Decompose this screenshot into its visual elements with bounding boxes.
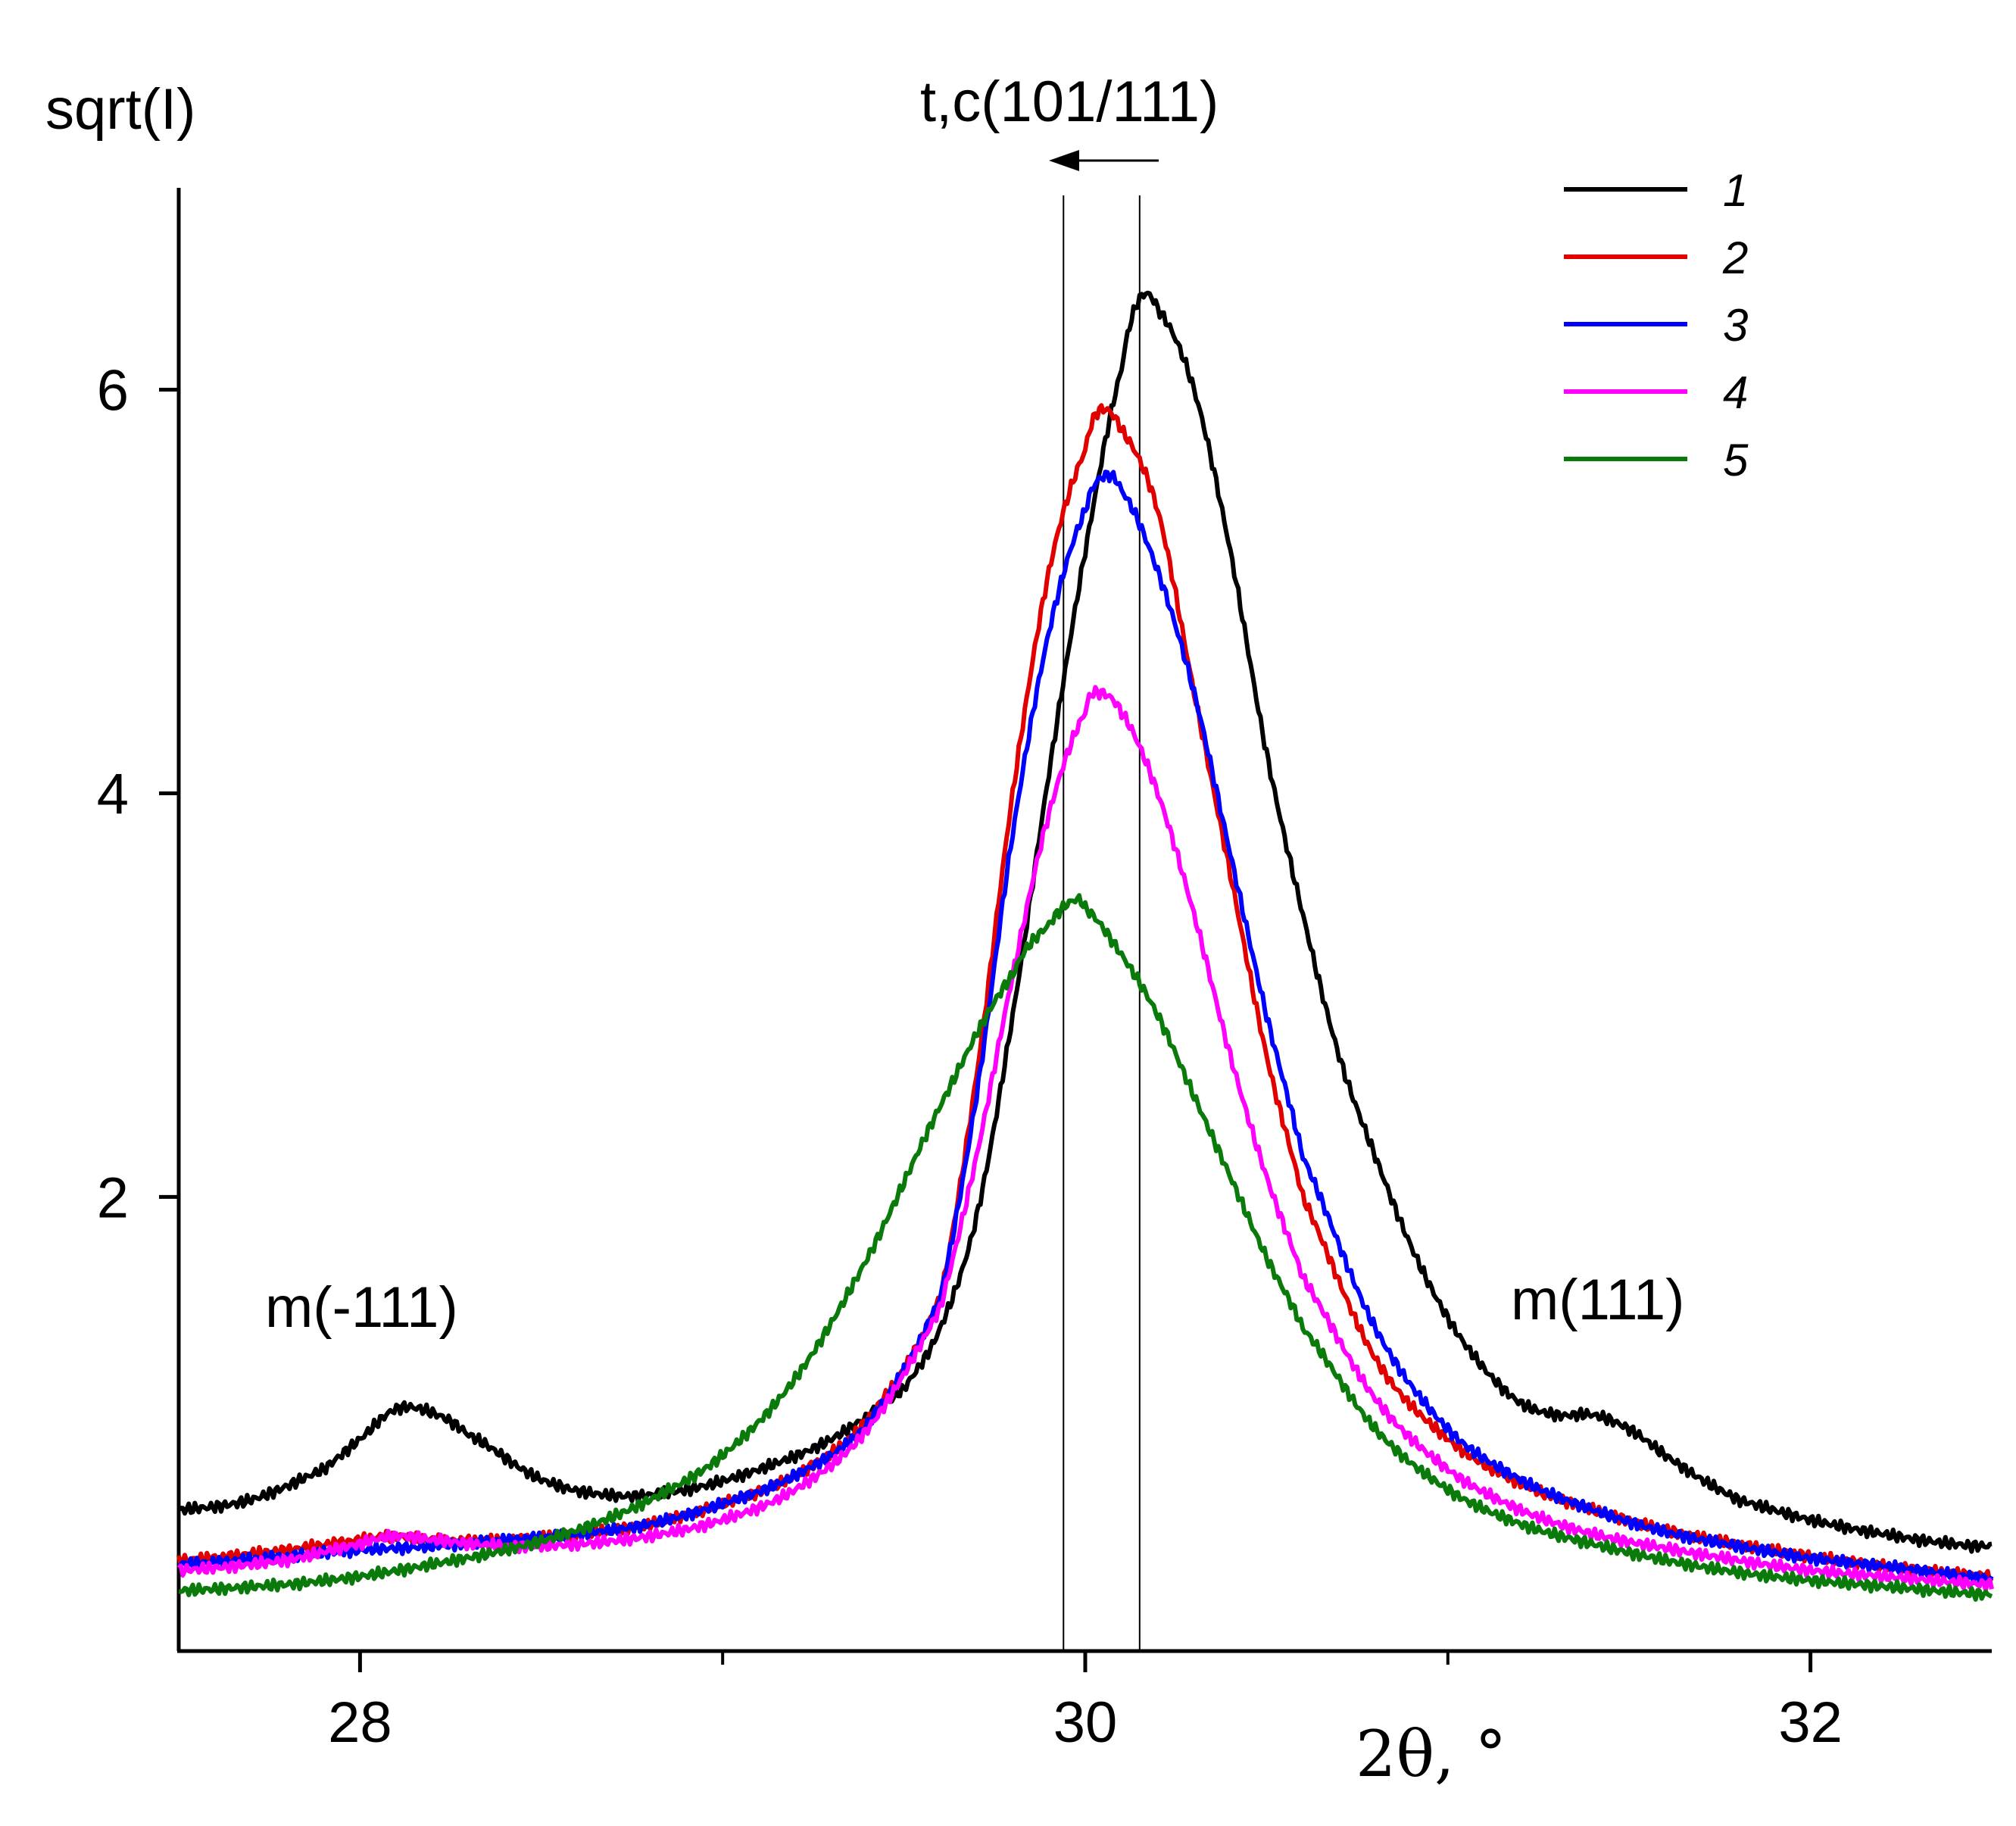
x-ticks: 28 30 32 xyxy=(328,1651,1843,1755)
x-tick-label: 32 xyxy=(1778,1690,1843,1755)
series-group xyxy=(176,290,1994,1602)
series-line-2 xyxy=(176,403,1994,1584)
reference-lines xyxy=(1063,195,1141,1651)
x-tick-label: 30 xyxy=(1053,1690,1118,1755)
x-tick-label: 28 xyxy=(328,1690,392,1755)
legend: 1 2 3 4 5 xyxy=(1564,165,1749,485)
y-tick-label: 6 xyxy=(97,358,129,423)
legend-label-1: 1 xyxy=(1723,165,1748,216)
legend-label-4: 4 xyxy=(1723,367,1748,418)
series-line-5 xyxy=(178,893,1993,1602)
y-tick-label: 2 xyxy=(97,1166,129,1230)
series-line-1 xyxy=(177,290,1993,1554)
annotation-m-111: m(111) xyxy=(1511,1268,1684,1332)
y-ticks: 2 4 6 xyxy=(97,358,179,1230)
series-line-4 xyxy=(176,685,1994,1593)
legend-label-2: 2 xyxy=(1722,233,1748,283)
series-line-3 xyxy=(177,470,1994,1585)
x-axis-label: 2θ, ° xyxy=(1356,1717,1506,1791)
annotation-m-111-neg: m(-111) xyxy=(265,1275,458,1340)
legend-label-3: 3 xyxy=(1723,300,1748,351)
annotation-tc: t,c(101/111) xyxy=(920,70,1219,134)
y-axis-label: sqrt(I) xyxy=(45,77,195,142)
shift-arrow-icon xyxy=(1049,150,1159,171)
legend-label-5: 5 xyxy=(1723,435,1749,485)
y-tick-label: 4 xyxy=(97,762,129,826)
